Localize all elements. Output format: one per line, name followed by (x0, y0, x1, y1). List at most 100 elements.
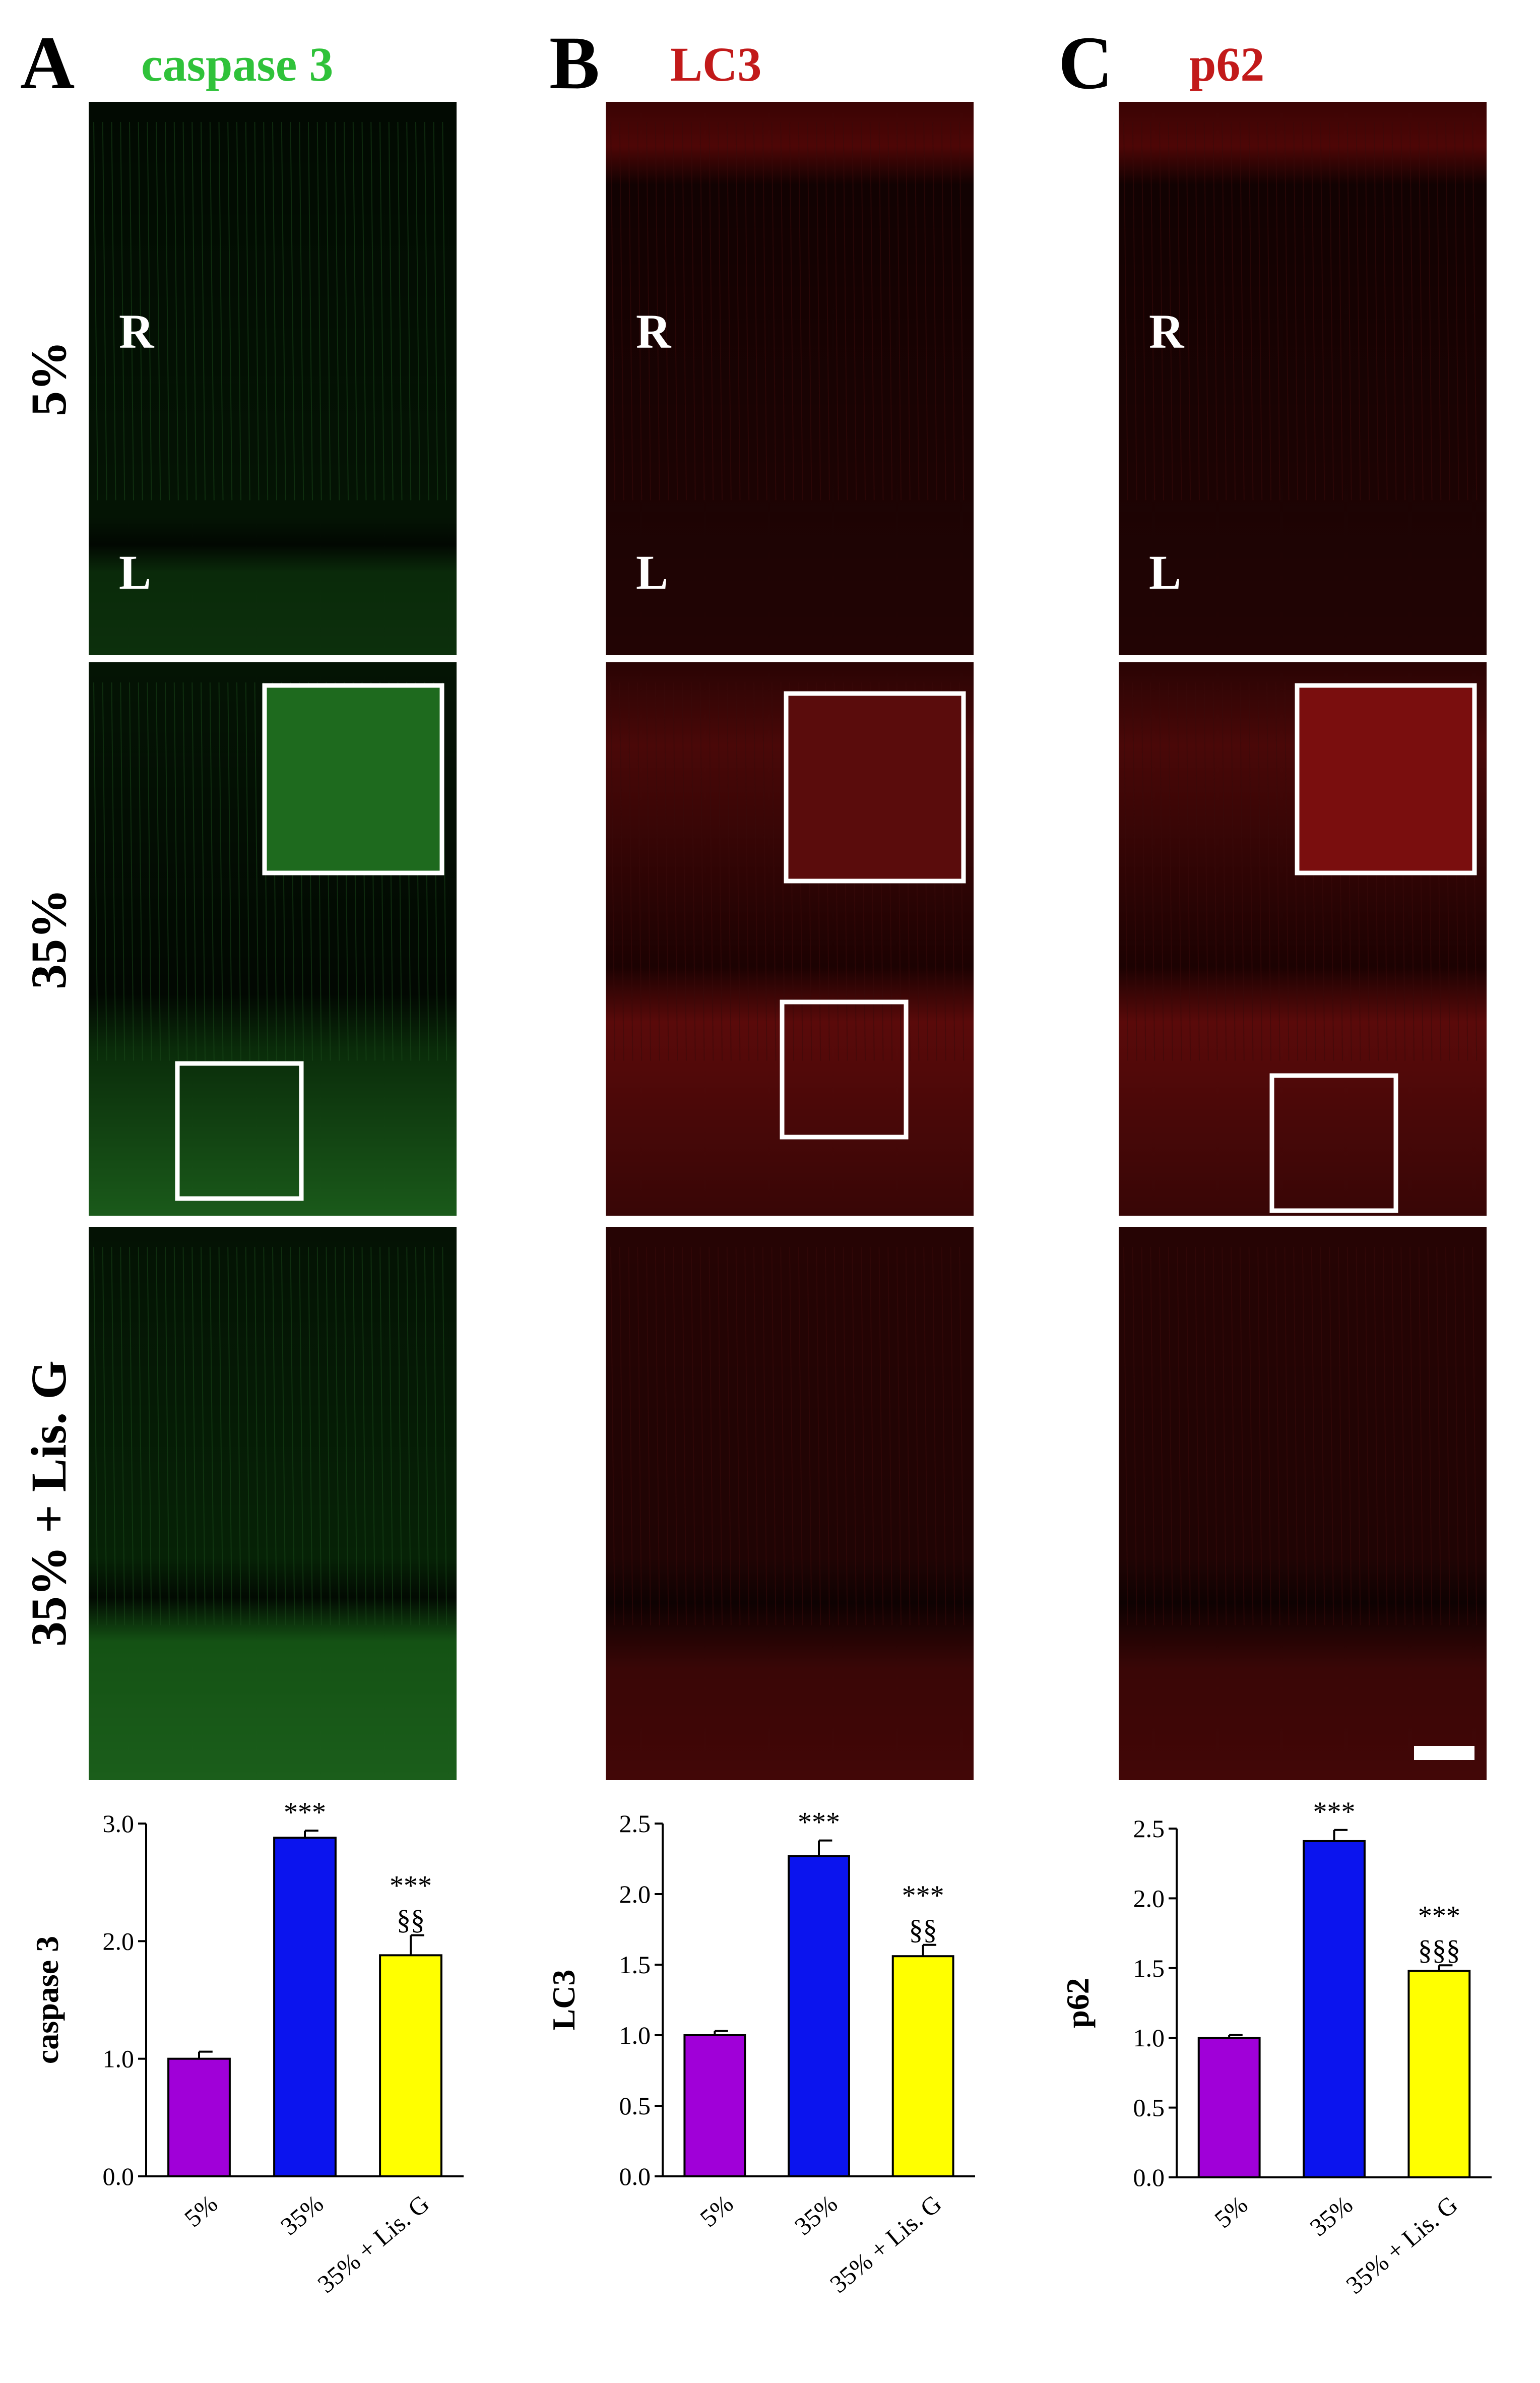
photoreceptor-streak (147, 121, 152, 500)
photoreceptor-streak (726, 1246, 732, 1625)
photoreceptor-streak (690, 121, 696, 500)
row-label: 5% (21, 341, 77, 416)
photoreceptor-streak (905, 121, 911, 500)
photoreceptor-streak (236, 1246, 241, 1625)
photoreceptor-streak (102, 682, 107, 1061)
photoreceptor-streak (941, 121, 946, 500)
y-axis-label: p62 (1060, 1978, 1096, 2028)
micrograph (606, 102, 974, 655)
bar (891, 1955, 954, 2177)
photoreceptor-streak (1203, 682, 1209, 1061)
photoreceptor-streak (1141, 121, 1146, 500)
photoreceptor-streak (709, 682, 714, 1061)
photoreceptor-streak (619, 682, 624, 1061)
photoreceptor-streak (1275, 682, 1280, 1061)
photoreceptor-streak (610, 1246, 615, 1625)
photoreceptor-streak (1132, 682, 1137, 1061)
y-tick-label: 1.5 (1133, 1954, 1165, 1982)
photoreceptor-streak (619, 121, 624, 500)
photoreceptor-streak (1463, 1246, 1468, 1625)
photoreceptor-streak (397, 1246, 403, 1625)
photoreceptor-streak (335, 1246, 340, 1625)
category-label: 5% (1209, 2190, 1253, 2234)
photoreceptor-streak (1222, 121, 1227, 500)
inset-source-box (175, 1061, 304, 1201)
photoreceptor-streak (1454, 121, 1459, 500)
photoreceptor-streak (1284, 682, 1290, 1061)
photoreceptor-streak (1346, 1246, 1352, 1625)
photoreceptor-streak (245, 121, 250, 500)
photoreceptor-streak (861, 121, 866, 500)
photoreceptor-streak (699, 121, 705, 500)
photoreceptor-streak (655, 1246, 660, 1625)
photoreceptor-streak (182, 121, 188, 500)
photoreceptor-streak (878, 1246, 884, 1625)
category-label: 35% (1304, 2190, 1358, 2242)
photoreceptor-streak (1150, 121, 1156, 500)
photoreceptor-streak (209, 121, 215, 500)
photoreceptor-streak (254, 121, 260, 500)
photoreceptor-streak (299, 1246, 304, 1625)
photoreceptor-streak (1400, 1246, 1406, 1625)
bar (1303, 1840, 1366, 2179)
photoreceptor-streak (887, 121, 893, 500)
photoreceptor-streak (281, 121, 286, 500)
photoreceptor-streak (780, 121, 786, 500)
panel-letter: B (549, 21, 600, 105)
photoreceptor-streak (744, 1246, 750, 1625)
photoreceptor-streak (138, 682, 143, 1061)
photoreceptor-streak (1445, 1246, 1450, 1625)
layer-label-L: L (636, 545, 668, 599)
y-tick-label: 2.0 (1133, 1884, 1165, 1912)
photoreceptor-streak (1338, 1246, 1343, 1625)
photoreceptor-streak (129, 1246, 134, 1625)
photoreceptor-streak (156, 121, 161, 500)
photoreceptor-streak (1132, 1246, 1137, 1625)
photoreceptor-streak (227, 121, 233, 500)
y-tick-label: 0.0 (1133, 2163, 1165, 2191)
photoreceptor-streak (1239, 682, 1245, 1061)
photoreceptor-streak (1400, 121, 1406, 500)
photoreceptor-streak (290, 121, 295, 500)
photoreceptor-streak (610, 682, 615, 1061)
photoreceptor-streak (896, 121, 902, 500)
photoreceptor-streak (93, 682, 98, 1061)
photoreceptor-streak (1356, 121, 1361, 500)
y-tick-label: 1.0 (103, 2045, 135, 2073)
photoreceptor-streak (1382, 121, 1388, 500)
photoreceptor-streak (102, 121, 107, 500)
photoreceptor-streak (699, 1246, 705, 1625)
photoreceptor-streak (1454, 1246, 1459, 1625)
photoreceptor-streak (1212, 1246, 1218, 1625)
photoreceptor-streak (1159, 1246, 1164, 1625)
photoreceptor-streak (424, 121, 429, 500)
photoreceptor-streak (1195, 121, 1200, 500)
significance-section: §§ (397, 1905, 425, 1936)
photoreceptor-streak (699, 682, 705, 1061)
photoreceptor-streak (664, 682, 669, 1061)
photoreceptor-streak (1266, 1246, 1271, 1625)
photoreceptor-streak (887, 1246, 893, 1625)
photoreceptor-streak (326, 121, 331, 500)
photoreceptor-streak (201, 682, 206, 1061)
photoreceptor-streak (1275, 121, 1280, 500)
photoreceptor-streak (335, 121, 340, 500)
photoreceptor-streak (780, 682, 786, 1061)
photoreceptor-streak (709, 1246, 714, 1625)
photoreceptor-streak (1293, 121, 1299, 500)
photoreceptor-streak (690, 682, 696, 1061)
photoreceptor-streak (111, 121, 116, 500)
photoreceptor-streak (344, 1246, 349, 1625)
bar (1407, 1970, 1471, 2178)
photoreceptor-streak (905, 1246, 911, 1625)
photoreceptor-streak (1418, 121, 1424, 500)
y-tick-label: 1.5 (619, 1951, 651, 1979)
micrograph-image (89, 1227, 457, 1780)
photoreceptor-streak (1248, 121, 1254, 500)
photoreceptor-streak (682, 121, 687, 500)
photoreceptor-streak (1409, 121, 1415, 500)
photoreceptor-streak (932, 121, 937, 500)
photoreceptor-streak (111, 1246, 116, 1625)
photoreceptor-streak (1248, 1246, 1254, 1625)
photoreceptor-streak (753, 1246, 758, 1625)
